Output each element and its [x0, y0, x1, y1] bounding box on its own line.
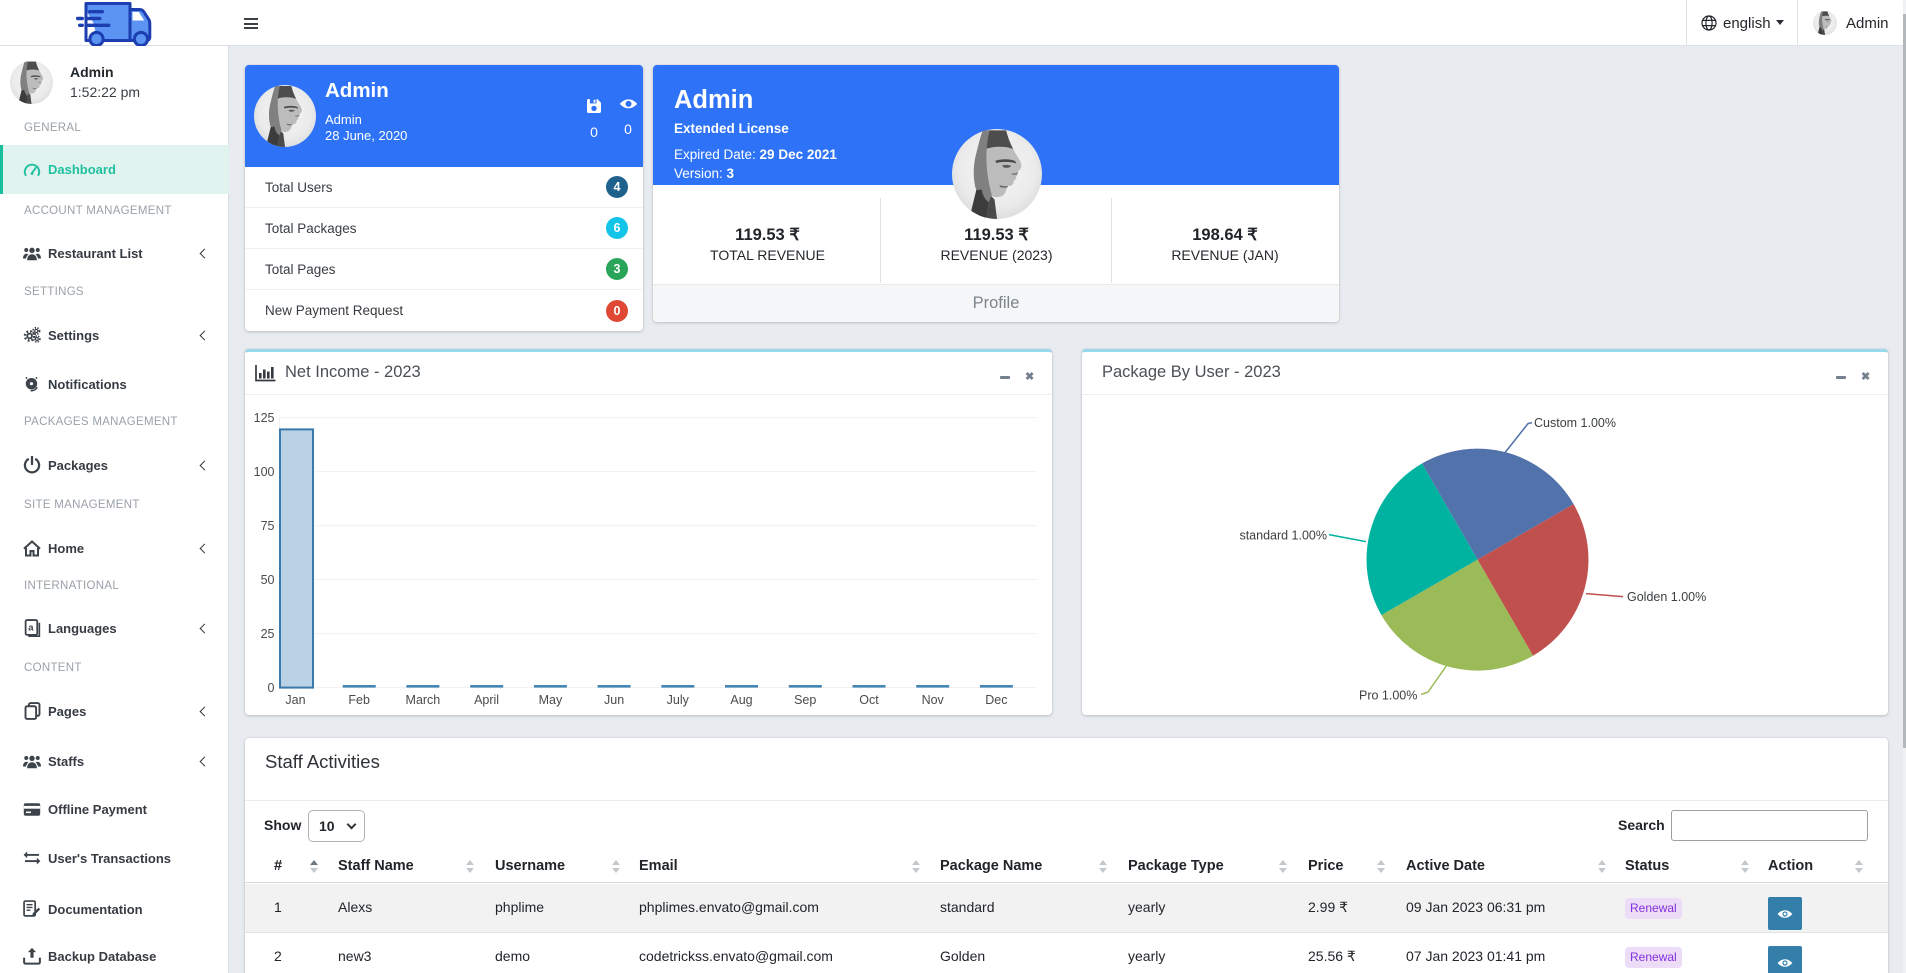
svg-text:Custom 1.00%: Custom 1.00% [1534, 416, 1616, 430]
svg-text:Jan: Jan [285, 693, 305, 707]
svg-text:Feb: Feb [348, 693, 370, 707]
svg-text:100: 100 [254, 465, 275, 479]
svg-text:50: 50 [261, 573, 275, 587]
svg-text:Dec: Dec [985, 693, 1007, 707]
svg-text:Pro 1.00%: Pro 1.00% [1359, 688, 1417, 702]
svg-text:April: April [474, 693, 499, 707]
svg-text:Jun: Jun [604, 693, 624, 707]
svg-text:standard 1.00%: standard 1.00% [1239, 528, 1327, 542]
svg-text:Oct: Oct [859, 693, 879, 707]
svg-text:75: 75 [261, 519, 275, 533]
svg-text:July: July [667, 693, 690, 707]
svg-text:Aug: Aug [730, 693, 752, 707]
svg-text:125: 125 [254, 411, 275, 425]
svg-text:0: 0 [268, 681, 275, 695]
svg-text:25: 25 [261, 627, 275, 641]
svg-text:Sep: Sep [794, 693, 816, 707]
svg-text:a: a [28, 623, 34, 634]
svg-text:May: May [539, 693, 563, 707]
svg-text:March: March [406, 693, 441, 707]
svg-text:Golden 1.00%: Golden 1.00% [1627, 590, 1706, 604]
svg-text:Nov: Nov [922, 693, 945, 707]
